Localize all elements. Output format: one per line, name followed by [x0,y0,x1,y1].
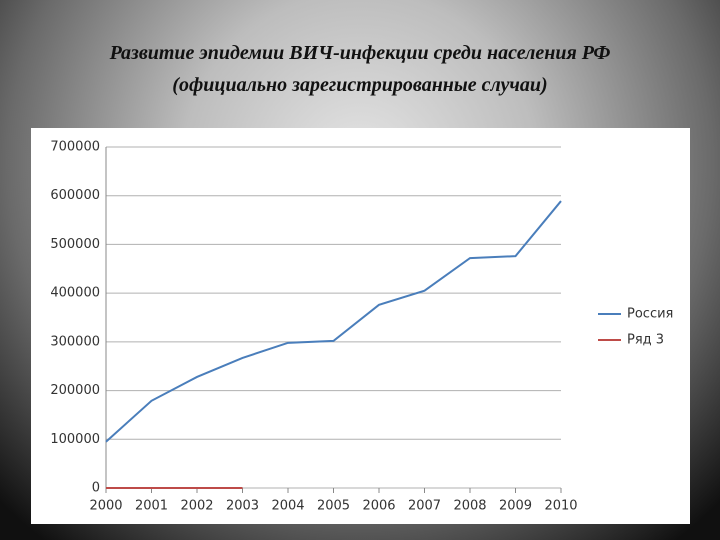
y-tick-label: 400000 [50,286,100,301]
y-tick-label: 500000 [50,237,100,252]
x-tick-label: 2004 [271,499,304,514]
chart-title: Развитие эпидемии ВИЧ-инфекции среди нас… [109,42,611,64]
x-tick-label: 2009 [499,499,532,514]
chart-subtitle: (официально зарегистрированные случаи) [172,74,548,96]
series-line [105,200,562,443]
y-tick-label: 100000 [50,432,100,447]
y-tick-label: 300000 [50,334,100,349]
y-tick-label: 0 [92,481,100,496]
x-tick-label: 2002 [180,499,213,514]
legend-label: Россия [627,307,673,322]
x-tick-label: 2000 [89,499,122,514]
y-tick-label: 200000 [50,383,100,398]
y-tick-label: 700000 [50,140,100,155]
x-tick-label: 2001 [135,499,168,514]
x-tick-label: 2005 [317,499,350,514]
x-tick-label: 2008 [453,499,486,514]
legend-label: Ряд 3 [627,333,664,348]
x-tick-label: 2006 [362,499,395,514]
chart-area [31,128,690,524]
x-tick-label: 2003 [226,499,259,514]
x-tick-label: 2010 [544,499,577,514]
x-tick-label: 2007 [408,499,441,514]
y-tick-label: 600000 [50,188,100,203]
